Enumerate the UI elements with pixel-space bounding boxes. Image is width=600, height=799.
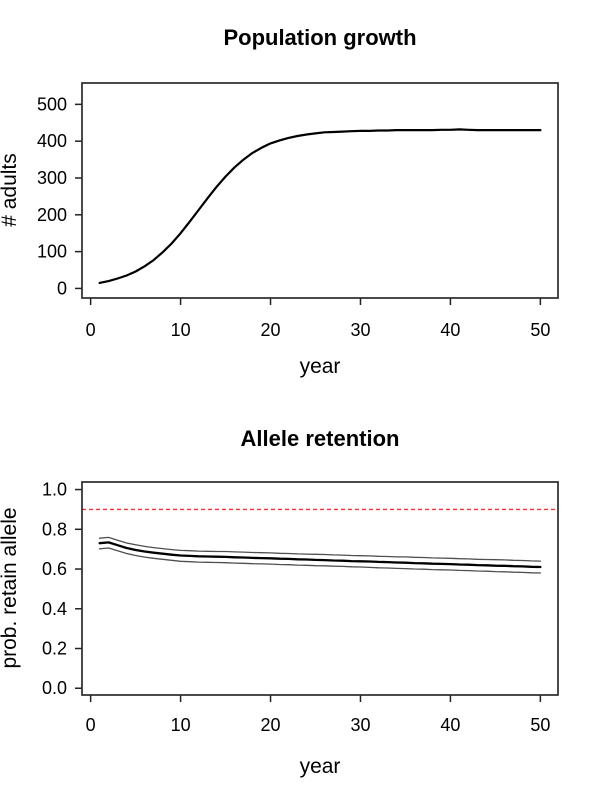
x-tick-label: 0 — [86, 320, 96, 340]
allele-retention-x-axis-label: year — [300, 755, 341, 778]
y-tick-label: 0.4 — [42, 599, 67, 619]
x-tick-label: 40 — [440, 320, 460, 340]
y-tick-label: 0 — [57, 278, 67, 298]
y-tick-label: 0.8 — [42, 519, 67, 539]
plot-border — [81, 481, 559, 696]
series-line — [98, 541, 542, 569]
x-tick-label: 0 — [86, 715, 96, 735]
allele-retention-chart: Allele retention prob. retain allele yea… — [0, 426, 559, 778]
y-tick-label: 400 — [37, 131, 67, 151]
population-growth-chart: Population growth # adults year 0 10 20 30 4… — [0, 25, 559, 378]
x-tick-label: 40 — [440, 715, 460, 735]
x-tick-label: 50 — [530, 715, 550, 735]
y-tick-label: 1.0 — [42, 480, 67, 500]
x-tick-label: 10 — [171, 320, 191, 340]
y-tick-label: 0.0 — [42, 678, 67, 698]
x-tick-label: 50 — [530, 320, 550, 340]
series-line — [98, 536, 542, 562]
x-tick-label: 30 — [350, 320, 370, 340]
y-tick-label: 0.6 — [42, 559, 67, 579]
x-tick-label: 20 — [261, 715, 281, 735]
series-line — [98, 547, 542, 574]
y-tick-label: 200 — [37, 205, 67, 225]
y-tick-label: 500 — [37, 94, 67, 114]
population-growth-x-axis-label: year — [300, 355, 341, 378]
series-line — [98, 128, 542, 284]
x-tick-label: 10 — [171, 715, 191, 735]
population-growth-title: Population growth — [223, 25, 416, 50]
x-tick-label: 20 — [261, 320, 281, 340]
y-tick-label: 0.2 — [42, 639, 67, 659]
plot-border — [81, 82, 559, 299]
y-tick-label: 100 — [37, 242, 67, 262]
y-tick-label: 300 — [37, 168, 67, 188]
allele-retention-plot-area: 0 10 20 30 40 50 0.0 0.2 0.4 0.6 0.8 1.0 — [42, 480, 559, 735]
population-growth-y-axis-label: # adults — [0, 153, 21, 227]
x-tick-label: 30 — [350, 715, 370, 735]
allele-retention-y-axis-label: prob. retain allele — [0, 507, 21, 668]
allele-retention-title: Allele retention — [241, 426, 400, 451]
